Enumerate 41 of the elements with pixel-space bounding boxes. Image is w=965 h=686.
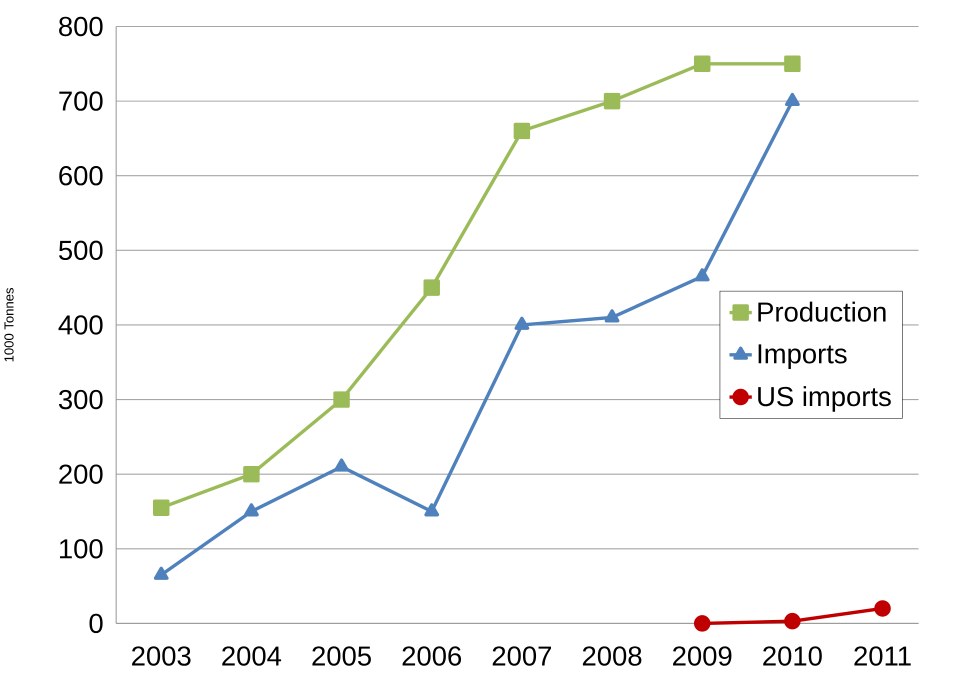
y-tick-label: 0 (89, 614, 103, 634)
y-tick-label: 600 (59, 166, 103, 186)
x-tick-label: 2003 (132, 646, 191, 666)
legend-label: US imports (758, 386, 891, 412)
point (514, 122, 530, 140)
x-tick-label: 2010 (763, 646, 822, 666)
legend-label: Production (758, 302, 886, 322)
x-tick-label: 2004 (222, 646, 282, 666)
point (784, 612, 801, 630)
point (153, 499, 170, 516)
x-tick-label: 2007 (492, 646, 552, 666)
point (244, 503, 259, 516)
point (334, 458, 349, 472)
point (604, 92, 620, 110)
point (694, 615, 710, 632)
point (874, 600, 891, 617)
y-tick-label: 700 (59, 91, 103, 111)
y-tick-label: 800 (59, 16, 103, 36)
point (424, 503, 440, 516)
y-tick-label: 500 (59, 240, 103, 260)
point (785, 92, 800, 106)
x-tick-label: 2011 (854, 646, 911, 666)
y-tick-label: 400 (58, 315, 103, 335)
point (604, 309, 620, 322)
point (694, 268, 710, 282)
point (694, 55, 710, 72)
x-tick-label: 2008 (582, 646, 642, 666)
point (784, 55, 801, 72)
y-axis-title: 1000 Tonnes (4, 288, 14, 362)
y-tick-label: 200 (59, 464, 103, 484)
y-tick-label: 300 (58, 390, 103, 410)
point (154, 566, 169, 580)
point (514, 316, 530, 330)
point (243, 466, 260, 482)
y-tick-label: 100 (60, 539, 103, 558)
legend-label: Imports (758, 344, 847, 369)
x-tick-label: 2005 (312, 646, 371, 666)
point (423, 279, 440, 296)
x-tick-label: 2009 (673, 646, 732, 666)
x-tick-label: 2006 (402, 646, 462, 666)
point (333, 391, 350, 408)
